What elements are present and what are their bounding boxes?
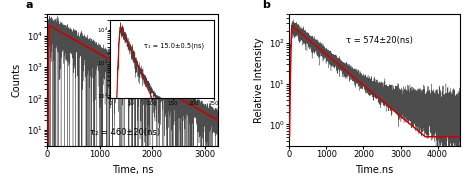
Y-axis label: Relative Intensity: Relative Intensity [254, 37, 264, 123]
Text: a: a [25, 1, 33, 10]
Text: τ = 574±20(ns): τ = 574±20(ns) [346, 36, 412, 45]
Text: τ₂ = 460±20(ns): τ₂ = 460±20(ns) [90, 128, 160, 137]
X-axis label: Time, ns: Time, ns [112, 165, 154, 175]
Text: b: b [262, 1, 270, 10]
X-axis label: Time.ns: Time.ns [356, 165, 394, 175]
Y-axis label: Counts: Counts [11, 63, 21, 97]
